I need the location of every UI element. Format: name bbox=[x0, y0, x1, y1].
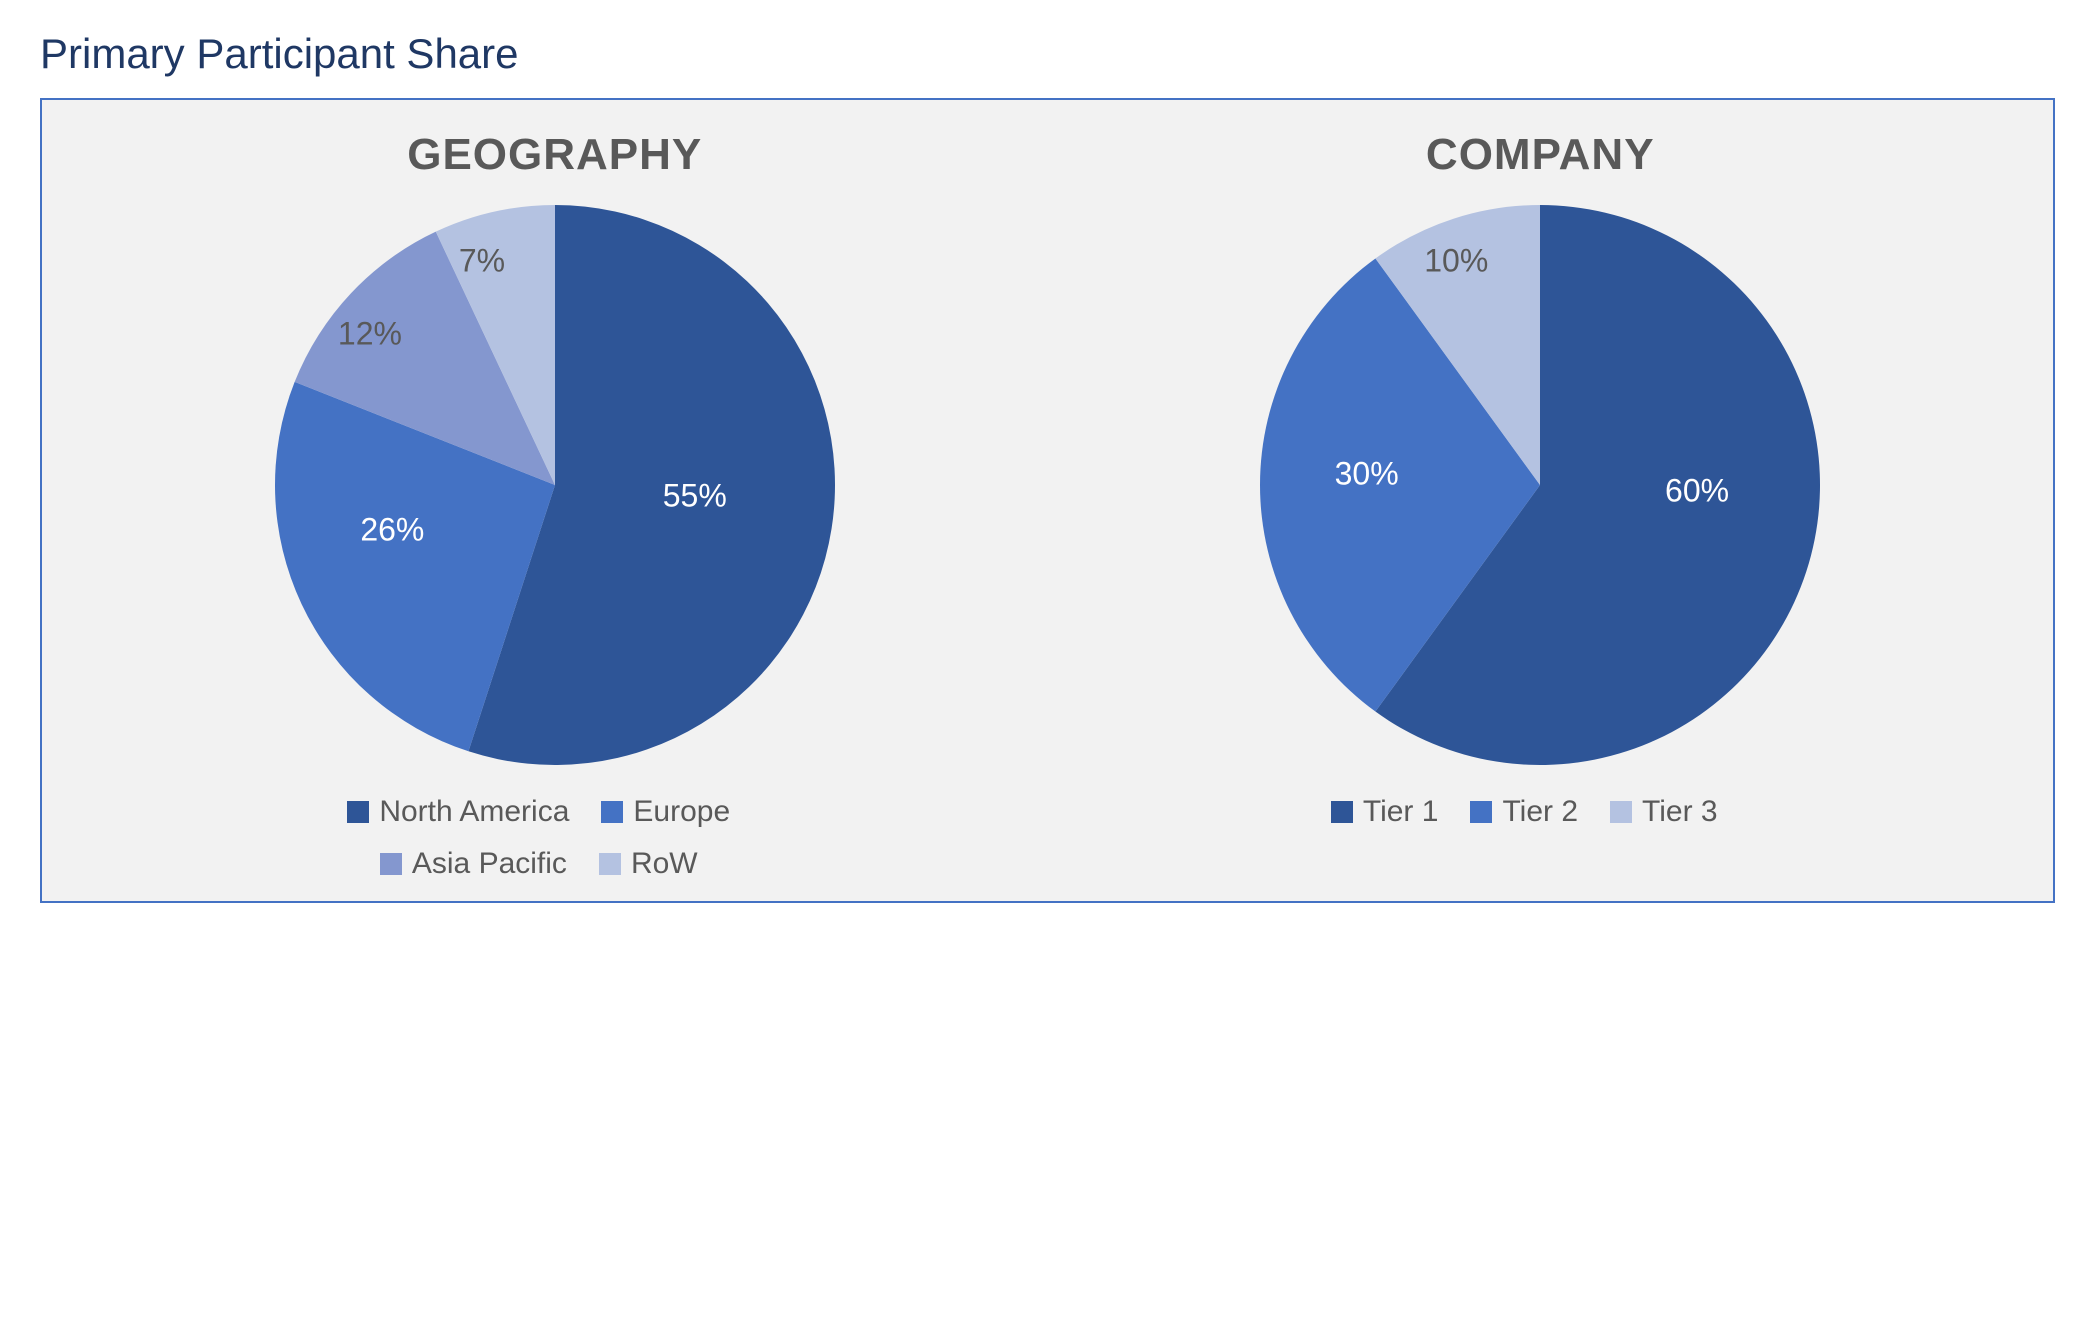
geography-legend-swatch-3 bbox=[599, 853, 621, 875]
geography-legend-label-0: North America bbox=[379, 795, 569, 829]
geography-pie-svg bbox=[275, 205, 835, 765]
geography-legend-label-3: RoW bbox=[631, 847, 698, 881]
geography-pie: 55% 26% 12% 7% bbox=[275, 205, 835, 765]
geography-legend: North America Europe Asia Pacific RoW bbox=[275, 795, 835, 881]
company-slice-label-2: 10% bbox=[1424, 243, 1488, 280]
geography-slice-label-2: 12% bbox=[338, 315, 402, 352]
company-legend-label-0: Tier 1 bbox=[1363, 795, 1439, 829]
geography-chart-title: GEOGRAPHY bbox=[407, 130, 702, 180]
geography-legend-item-1: Europe bbox=[601, 795, 730, 829]
company-slice-label-0: 60% bbox=[1665, 472, 1729, 509]
company-legend-swatch-2 bbox=[1610, 801, 1632, 823]
geography-slice-label-0: 55% bbox=[663, 478, 727, 515]
geography-legend-swatch-2 bbox=[380, 853, 402, 875]
geography-legend-label-1: Europe bbox=[633, 795, 730, 829]
company-legend-label-2: Tier 3 bbox=[1642, 795, 1718, 829]
company-legend: Tier 1 Tier 2 Tier 3 bbox=[1331, 795, 1750, 829]
company-pie: 60% 30% 10% bbox=[1260, 205, 1820, 765]
geography-legend-item-3: RoW bbox=[599, 847, 698, 881]
company-legend-item-2: Tier 3 bbox=[1610, 795, 1718, 829]
geography-slice-label-1: 26% bbox=[360, 511, 424, 548]
company-legend-swatch-0 bbox=[1331, 801, 1353, 823]
geography-legend-swatch-0 bbox=[347, 801, 369, 823]
company-legend-item-0: Tier 1 bbox=[1331, 795, 1439, 829]
geography-slice-label-3: 7% bbox=[459, 243, 505, 280]
company-legend-label-1: Tier 2 bbox=[1502, 795, 1578, 829]
company-legend-item-1: Tier 2 bbox=[1470, 795, 1578, 829]
company-legend-swatch-1 bbox=[1470, 801, 1492, 823]
geography-legend-swatch-1 bbox=[601, 801, 623, 823]
company-slice-label-1: 30% bbox=[1335, 455, 1399, 492]
company-chart-title: COMPANY bbox=[1426, 130, 1655, 180]
geography-legend-item-2: Asia Pacific bbox=[380, 847, 567, 881]
geography-legend-item-0: North America bbox=[347, 795, 569, 829]
geography-chart-panel: GEOGRAPHY 55% 26% 12% 7% North America Europ… bbox=[82, 130, 1028, 881]
geography-legend-label-2: Asia Pacific bbox=[412, 847, 567, 881]
charts-container: GEOGRAPHY 55% 26% 12% 7% North America Europ… bbox=[40, 98, 2055, 903]
company-chart-panel: COMPANY 60% 30% 10% Tier 1 Tier 2 Tier 3 bbox=[1068, 130, 2014, 881]
page-title: Primary Participant Share bbox=[40, 30, 2055, 78]
